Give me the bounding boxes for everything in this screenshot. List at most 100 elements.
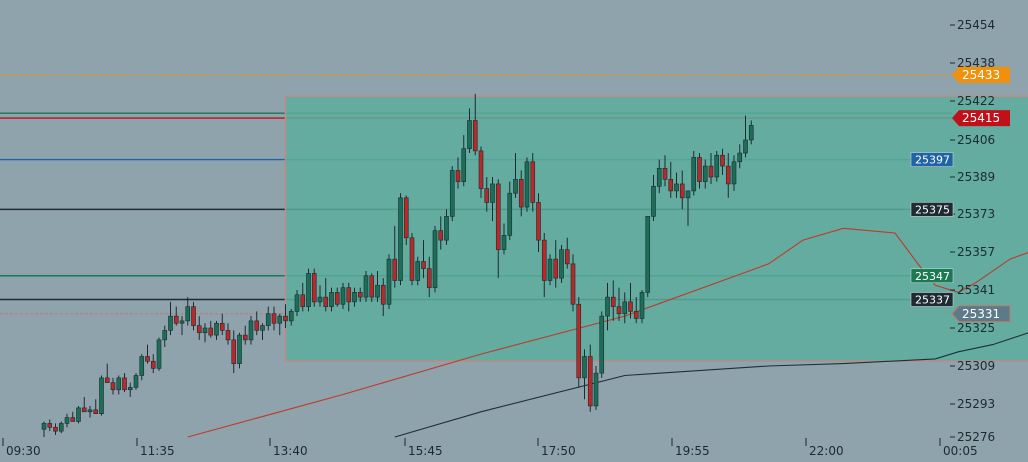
candle [369,273,375,302]
y-tick-label: 25422 [957,94,995,108]
candle [254,311,260,336]
candle [685,190,691,226]
candles-layer [41,93,754,437]
candle [156,337,162,371]
candle [599,311,605,378]
candle [196,316,202,340]
candle [501,223,507,255]
price-badge-line: 25347 [910,268,954,284]
price-badge-axis: 25433 [952,66,1010,83]
candle [64,413,70,428]
candle [559,244,564,283]
price-badge-axis: 25331 [951,305,1011,323]
candle [242,325,248,345]
candle [248,316,254,345]
candle [323,278,329,312]
candle [484,177,490,212]
candle [398,193,403,286]
candle [386,254,392,309]
candle [329,287,334,312]
moving-average-line [394,332,1028,438]
candle [352,287,357,307]
candle [576,297,582,388]
candle [495,179,501,279]
candle [731,155,737,191]
price-axis[interactable]: 25454 25438 25422 25406 25389 25373 25357 25341… [950,18,995,444]
candle [426,256,432,298]
x-tick-label: 15:45 [408,444,443,458]
moving-average-line [187,227,1028,438]
candle [668,161,674,198]
candle [306,268,311,312]
candle [334,287,340,307]
candle [214,320,219,340]
price-badge-label: 25337 [915,294,950,307]
rectangle-drawing[interactable] [284,95,1028,362]
y-tick-label: 25276 [957,430,995,444]
y-tick-label: 25309 [957,359,995,373]
candle [265,306,271,331]
price-badge-label: 25397 [915,154,950,167]
candle [191,301,196,331]
candle [518,170,524,217]
candle [737,144,743,169]
candle [697,153,702,189]
candle [41,421,47,437]
candle [317,285,323,307]
candle [127,382,133,397]
time-axis[interactable]: 09:30 11:35 13:40 15:45 17:50 19:55 22:00 00:05 [2,438,978,458]
candle [185,297,191,326]
candle [725,153,731,198]
candle [570,254,576,312]
candle [93,399,99,415]
candle [340,282,346,309]
candle [593,366,599,410]
x-tick-label: 00:05 [943,444,978,458]
candle [300,282,306,312]
price-badges: 25433 25415 25397 25375 25347 25337 25331 [910,66,1011,323]
candle [674,172,679,198]
y-tick-label: 25373 [957,207,995,221]
candle [743,115,748,158]
candle [392,225,398,288]
candle [380,278,386,317]
candle [415,256,421,286]
candle [541,233,547,298]
candle [478,146,484,198]
x-tick-label: 17:50 [541,444,576,458]
y-tick-label: 25406 [957,133,995,147]
candle [122,373,127,393]
candle [490,177,495,222]
x-tick-label: 11:35 [140,444,175,458]
candle [231,330,237,374]
candle [461,135,467,187]
candle [536,193,541,252]
price-badge-line: 25397 [910,152,954,167]
candle [530,153,536,212]
candle [691,150,697,196]
candle [564,237,570,269]
y-tick-label: 25438 [957,56,995,70]
candle [311,268,317,307]
rectangle-drawing-layer [284,95,1028,362]
candle [133,373,139,390]
candle [547,254,553,286]
price-badge-label: 25415 [962,111,1000,125]
candle [237,332,242,369]
price-badge-label: 25433 [962,68,1000,82]
candle [513,153,518,198]
candle [748,120,754,145]
candle [87,405,93,418]
candle [179,316,185,336]
candle [145,344,150,364]
candle [294,290,300,317]
candle [375,271,380,302]
candle [150,354,156,374]
candle [104,363,110,383]
candle [271,306,277,331]
x-tick-label: 13:40 [273,444,308,458]
candle [283,304,288,328]
candle [714,150,720,182]
